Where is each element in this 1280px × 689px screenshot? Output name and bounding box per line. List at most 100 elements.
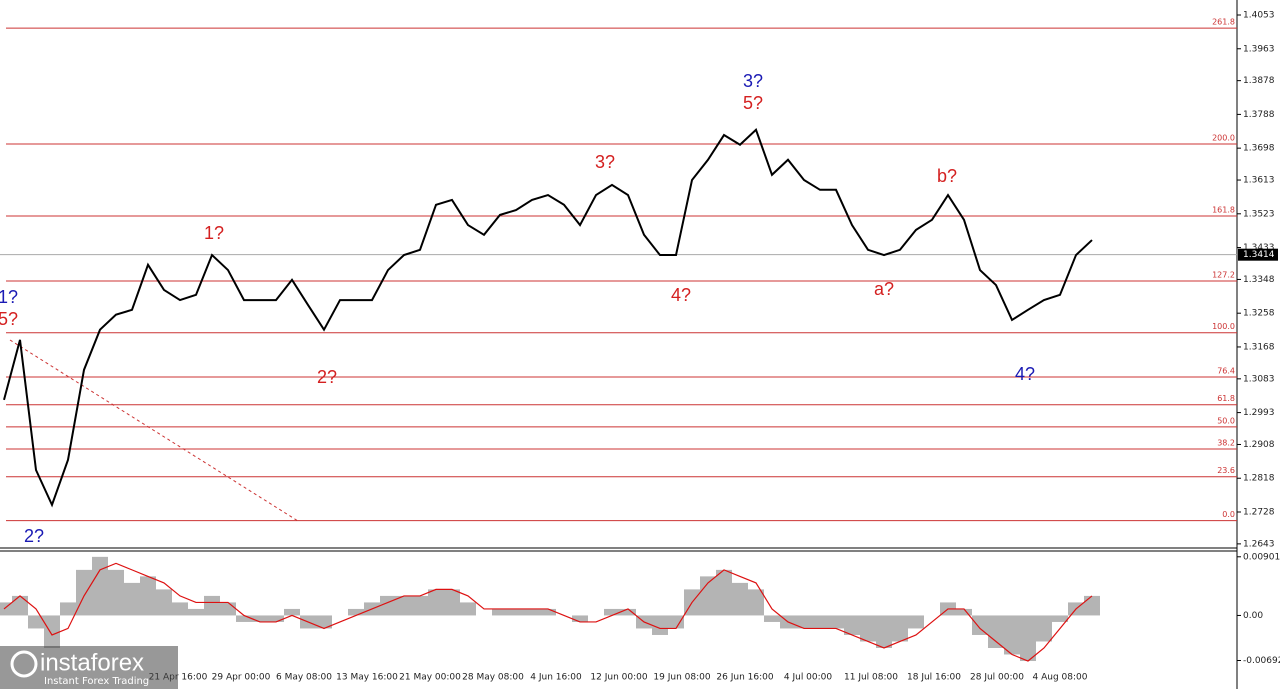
fib-label: 261.8	[1212, 18, 1235, 27]
macd-bar	[972, 615, 988, 635]
wave-label: 4?	[1015, 364, 1035, 384]
brand: instaforex	[40, 649, 144, 676]
x-tick-label: 11 Jul 08:00	[844, 673, 898, 683]
fib-label: 38.2	[1217, 438, 1235, 447]
macd-bar	[540, 608, 556, 616]
macd-bar	[620, 608, 636, 616]
y-tick-label: 1.3613	[1243, 176, 1275, 186]
macd-bar	[908, 615, 924, 629]
y-tick-label: 1.4053	[1243, 11, 1275, 21]
wave-label: 3?	[743, 71, 763, 91]
y-tick-label: 1.3168	[1243, 342, 1275, 352]
x-tick-label: 18 Jul 16:00	[907, 673, 961, 683]
macd-bar	[1004, 615, 1020, 655]
fib-label: 23.6	[1217, 466, 1235, 475]
macd-bar	[716, 569, 732, 616]
x-tick-label: 29 Apr 00:00	[212, 673, 271, 683]
wave-label: 3?	[595, 152, 615, 172]
fib-label: 100.0	[1212, 322, 1235, 331]
macd-bar	[412, 595, 428, 616]
macd-bar	[604, 608, 620, 616]
wave-label: b?	[937, 166, 957, 186]
macd-bar	[12, 595, 28, 616]
macd-bar	[380, 595, 396, 616]
macd-bar	[28, 615, 44, 629]
macd-bar	[0, 602, 12, 616]
y-tick-label: 1.2908	[1243, 440, 1275, 450]
y-tick-label: 1.3348	[1243, 275, 1275, 285]
y-tick-label: 1.3433	[1243, 243, 1275, 253]
wave-label: a?	[874, 279, 894, 299]
watermark: instaforex Instant Forex Trading	[0, 646, 178, 689]
y-tick-label: 1.3523	[1243, 209, 1275, 219]
macd-bar	[124, 582, 140, 616]
y-tick-label: 1.3083	[1243, 374, 1275, 384]
macd-bar	[988, 615, 1004, 648]
x-tick-label: 4 Aug 08:00	[1033, 673, 1088, 683]
macd-bar	[428, 589, 444, 616]
macd-bar	[860, 615, 876, 642]
macd-bar	[508, 608, 524, 616]
macd-bar	[748, 589, 764, 616]
wave-label: 2?	[24, 526, 44, 546]
macd-bar	[892, 615, 908, 642]
y-tick-label: 1.3878	[1243, 76, 1275, 86]
macd-bar	[188, 608, 204, 616]
macd-bar	[284, 608, 300, 616]
x-tick-label: 28 Jul 00:00	[970, 673, 1024, 683]
fib-label: 200.0	[1212, 134, 1235, 143]
macd-bar	[156, 589, 172, 616]
macd-bar	[1020, 615, 1036, 662]
price-line	[3, 128, 1093, 508]
wave-label: 2?	[317, 367, 337, 387]
macd-bar	[252, 615, 268, 622]
y-tick-label: 1.3963	[1243, 44, 1275, 54]
fib-label: 50.0	[1217, 416, 1235, 425]
y-tick-label: 0.00	[1243, 611, 1263, 621]
macd-bar	[956, 608, 972, 616]
current-price-box	[1238, 248, 1278, 261]
x-tick-label: 21 May 00:00	[399, 673, 461, 683]
macd-bar	[524, 608, 540, 616]
wave-label: 1?	[0, 287, 18, 307]
macd-bar	[268, 615, 284, 622]
wave-label: 5?	[0, 309, 18, 329]
macd-bar	[876, 615, 892, 648]
macd-bar	[316, 615, 332, 629]
macd-bar	[44, 615, 60, 648]
y-tick-label: 1.2818	[1243, 474, 1275, 484]
x-tick-label: 6 May 08:00	[276, 673, 332, 683]
macd-bar	[844, 615, 860, 635]
x-tick-label: 4 Jun 16:00	[530, 673, 582, 683]
signal-line	[3, 562, 1093, 662]
wave-label: 4?	[671, 285, 691, 305]
x-tick-label: 19 Jun 08:00	[653, 673, 710, 683]
macd-bar	[348, 608, 364, 616]
macd-bar	[444, 589, 460, 616]
tagline: Instant Forex Trading	[44, 676, 149, 687]
macd-bar	[764, 615, 780, 622]
macd-bar	[396, 595, 412, 616]
macd-bar	[140, 576, 156, 616]
macd-bar	[796, 615, 812, 629]
y-tick-label: -0.00692	[1243, 656, 1280, 666]
macd-bar	[204, 595, 220, 616]
macd-bar	[60, 602, 76, 616]
macd-bar	[108, 569, 124, 616]
macd-bar	[172, 602, 188, 616]
macd-bar	[700, 576, 716, 616]
fib-label: 0.0	[1222, 510, 1235, 519]
macd-bar	[492, 608, 508, 616]
macd-bar	[92, 556, 108, 616]
fib-label: 61.8	[1217, 394, 1235, 403]
macd-bar	[220, 602, 236, 616]
y-tick-label: 1.3698	[1243, 144, 1275, 154]
macd-bar	[460, 602, 476, 616]
y-tick-label: 1.2643	[1243, 539, 1275, 549]
x-tick-label: 28 May 08:00	[462, 673, 524, 683]
macd-bar	[668, 615, 684, 629]
x-tick-label: 21 Apr 16:00	[149, 673, 208, 683]
x-tick-label: 4 Jul 00:00	[784, 673, 833, 683]
